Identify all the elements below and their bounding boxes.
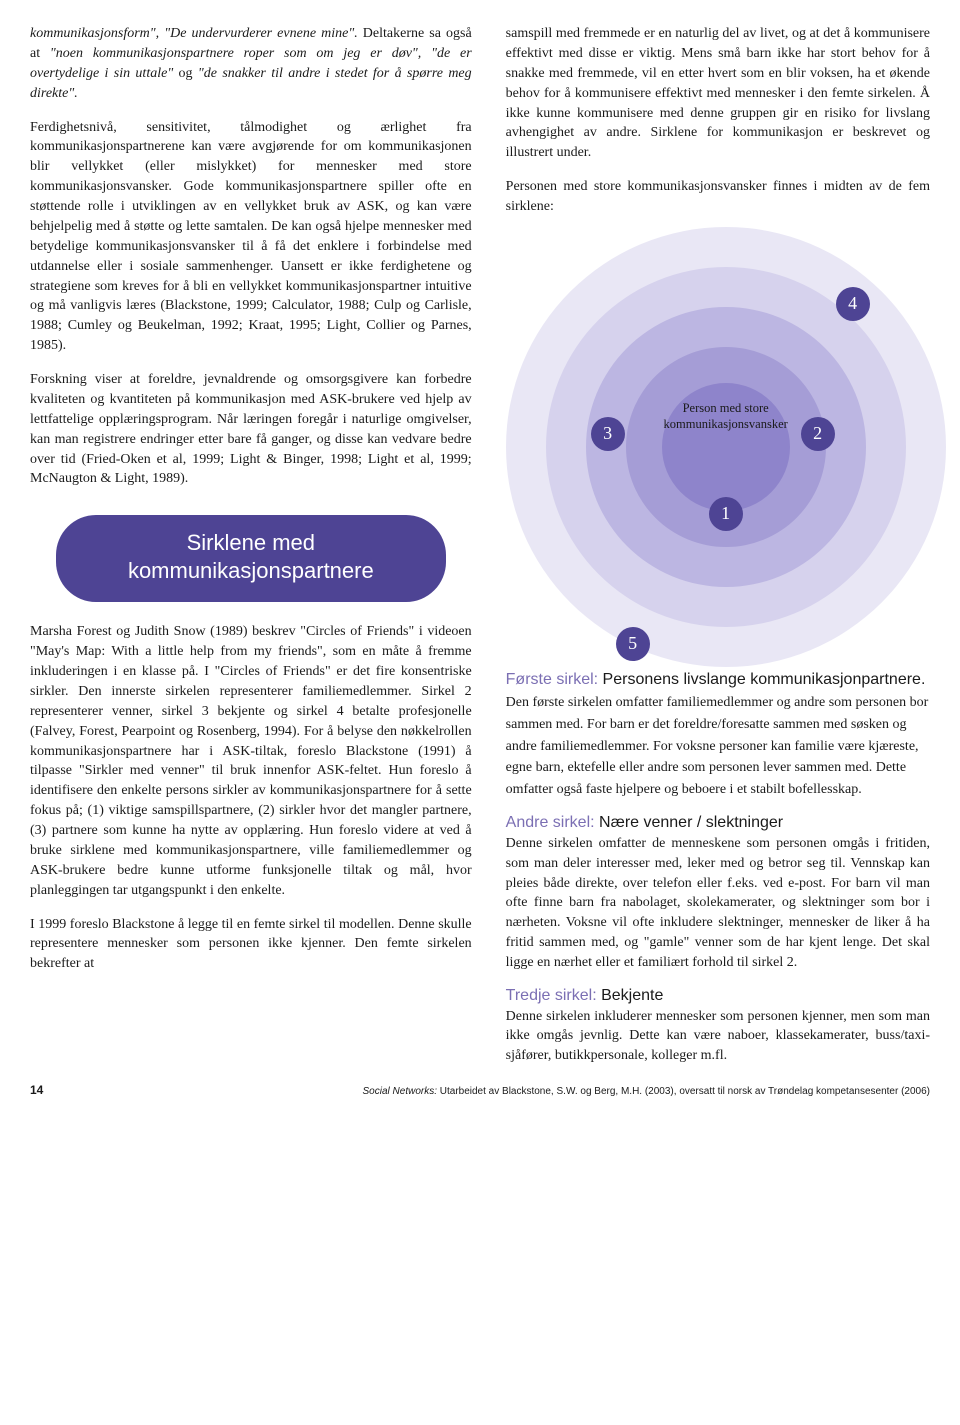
- second-circle-body: Denne sirkelen omfatter de menneskene so…: [506, 834, 930, 973]
- second-circle-title: Nære venner / slektninger: [599, 814, 783, 831]
- left-para-2: Ferdighetsnivå, sensitivitet, tålmodighe…: [30, 118, 472, 357]
- second-circle-accent: Andre sirkel:: [506, 814, 599, 831]
- left-para-5: I 1999 foreslo Blackstone å legge til en…: [30, 915, 472, 975]
- footer-citation-em: Social Networks:: [363, 1086, 437, 1097]
- diagram-number-1: 1: [709, 497, 743, 531]
- third-circle-body: Denne sirkelen inkluderer mennesker som …: [506, 1007, 930, 1067]
- right-para-1: samspill med fremmede er en naturlig del…: [506, 24, 930, 163]
- first-circle-heading: Første sirkel: Personens livslange kommu…: [506, 669, 930, 800]
- diagram-number-4: 4: [836, 287, 870, 321]
- page-number: 14: [30, 1082, 43, 1099]
- page-footer: 14 Social Networks: Utarbeidet av Blacks…: [30, 1082, 930, 1099]
- diagram-number-3: 3: [591, 417, 625, 451]
- second-circle-heading: Andre sirkel: Nære venner / slektninger: [506, 812, 930, 834]
- diagram-number-2: 2: [801, 417, 835, 451]
- left-para-4: Marsha Forest og Judith Snow (1989) besk…: [30, 622, 472, 900]
- two-column-layout: kommunikasjonsform", "De undervurderer e…: [30, 24, 930, 1066]
- footer-citation: Social Networks: Utarbeidet av Blackston…: [363, 1085, 930, 1099]
- section-pill-heading: Sirklene med kommunikasjonspartnere: [56, 515, 446, 602]
- first-circle-accent: Første sirkel:: [506, 671, 603, 688]
- right-column: samspill med fremmede er en naturlig del…: [506, 24, 930, 1066]
- third-circle-title: Bekjente: [601, 987, 663, 1004]
- circles-diagram: Person med store kommunikasjons­van­sker…: [506, 237, 946, 657]
- diagram-number-5: 5: [616, 627, 650, 661]
- first-circle-title: Personens livslange kommunikasjonpartner…: [603, 671, 926, 688]
- first-circle-body-inline: Den første sirkelen omfatter familiemedl…: [506, 695, 929, 798]
- third-circle-heading: Tredje sirkel: Bekjente: [506, 985, 930, 1007]
- right-para-2: Personen med store kommunikasjonsvansker…: [506, 177, 930, 217]
- diagram-center-label: Person med store kommunikasjons­van­sker: [651, 401, 801, 432]
- footer-citation-rest: Utarbeidet av Blackstone, S.W. og Berg, …: [437, 1086, 930, 1097]
- left-para-3: Forskning viser at foreldre, jevnaldrend…: [30, 370, 472, 489]
- left-p1-roman-b: og: [179, 66, 198, 81]
- left-p1-italic-a: kommunikasjonsform", "De undervurderer e…: [30, 26, 363, 41]
- left-column: kommunikasjonsform", "De undervurderer e…: [30, 24, 472, 1066]
- left-para-1: kommunikasjonsform", "De undervurderer e…: [30, 24, 472, 104]
- third-circle-accent: Tredje sirkel:: [506, 987, 601, 1004]
